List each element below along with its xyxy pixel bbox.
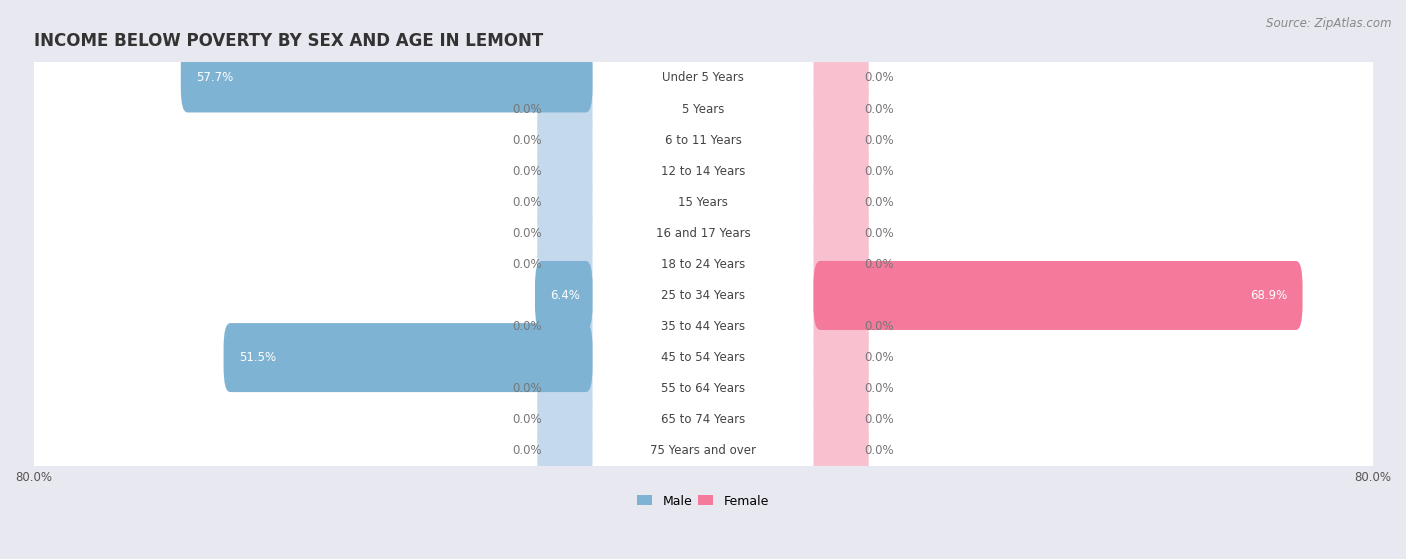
Text: Source: ZipAtlas.com: Source: ZipAtlas.com (1267, 17, 1392, 30)
Text: 0.0%: 0.0% (865, 165, 894, 178)
FancyBboxPatch shape (814, 323, 869, 392)
FancyBboxPatch shape (537, 137, 592, 206)
Text: 0.0%: 0.0% (865, 258, 894, 271)
Text: 0.0%: 0.0% (865, 227, 894, 240)
FancyBboxPatch shape (537, 74, 592, 144)
Text: 0.0%: 0.0% (512, 320, 541, 333)
FancyBboxPatch shape (814, 261, 869, 330)
Text: 16 and 17 Years: 16 and 17 Years (655, 227, 751, 240)
FancyBboxPatch shape (537, 44, 592, 112)
FancyBboxPatch shape (537, 385, 592, 454)
FancyBboxPatch shape (31, 118, 1375, 163)
FancyBboxPatch shape (537, 354, 592, 423)
Text: 6 to 11 Years: 6 to 11 Years (665, 134, 741, 146)
Text: 55 to 64 Years: 55 to 64 Years (661, 382, 745, 395)
Text: 0.0%: 0.0% (865, 320, 894, 333)
FancyBboxPatch shape (814, 230, 869, 299)
Text: 0.0%: 0.0% (865, 382, 894, 395)
FancyBboxPatch shape (31, 428, 1375, 473)
FancyBboxPatch shape (537, 323, 592, 392)
FancyBboxPatch shape (31, 273, 1375, 318)
Text: 25 to 34 Years: 25 to 34 Years (661, 289, 745, 302)
FancyBboxPatch shape (537, 292, 592, 361)
Text: 5 Years: 5 Years (682, 102, 724, 116)
FancyBboxPatch shape (31, 304, 1375, 349)
FancyBboxPatch shape (31, 366, 1375, 411)
FancyBboxPatch shape (181, 44, 592, 112)
FancyBboxPatch shape (534, 261, 592, 330)
Text: 51.5%: 51.5% (239, 351, 276, 364)
FancyBboxPatch shape (31, 149, 1375, 193)
Text: 35 to 44 Years: 35 to 44 Years (661, 320, 745, 333)
Text: 0.0%: 0.0% (865, 351, 894, 364)
Text: Under 5 Years: Under 5 Years (662, 72, 744, 84)
FancyBboxPatch shape (537, 106, 592, 174)
FancyBboxPatch shape (814, 261, 1302, 330)
FancyBboxPatch shape (224, 323, 592, 392)
Text: 0.0%: 0.0% (865, 72, 894, 84)
Text: 65 to 74 Years: 65 to 74 Years (661, 413, 745, 427)
FancyBboxPatch shape (814, 137, 869, 206)
FancyBboxPatch shape (537, 261, 592, 330)
Text: 0.0%: 0.0% (512, 165, 541, 178)
FancyBboxPatch shape (814, 199, 869, 268)
Text: 0.0%: 0.0% (512, 444, 541, 457)
Text: 15 Years: 15 Years (678, 196, 728, 209)
FancyBboxPatch shape (31, 397, 1375, 442)
Text: 0.0%: 0.0% (512, 134, 541, 146)
Text: 75 Years and over: 75 Years and over (650, 444, 756, 457)
Text: 0.0%: 0.0% (865, 413, 894, 427)
FancyBboxPatch shape (31, 335, 1375, 380)
Text: 0.0%: 0.0% (865, 102, 894, 116)
Text: 0.0%: 0.0% (512, 102, 541, 116)
Text: 18 to 24 Years: 18 to 24 Years (661, 258, 745, 271)
FancyBboxPatch shape (31, 87, 1375, 131)
FancyBboxPatch shape (537, 416, 592, 485)
FancyBboxPatch shape (814, 354, 869, 423)
FancyBboxPatch shape (814, 74, 869, 144)
Text: 0.0%: 0.0% (512, 227, 541, 240)
Text: 0.0%: 0.0% (865, 196, 894, 209)
Text: 57.7%: 57.7% (195, 72, 233, 84)
Text: 0.0%: 0.0% (512, 413, 541, 427)
Text: 0.0%: 0.0% (865, 444, 894, 457)
Text: 68.9%: 68.9% (1250, 289, 1288, 302)
Text: INCOME BELOW POVERTY BY SEX AND AGE IN LEMONT: INCOME BELOW POVERTY BY SEX AND AGE IN L… (34, 32, 543, 50)
FancyBboxPatch shape (537, 168, 592, 237)
Text: 0.0%: 0.0% (512, 382, 541, 395)
FancyBboxPatch shape (814, 385, 869, 454)
FancyBboxPatch shape (31, 180, 1375, 225)
Text: 45 to 54 Years: 45 to 54 Years (661, 351, 745, 364)
Text: 0.0%: 0.0% (512, 258, 541, 271)
Text: 0.0%: 0.0% (512, 196, 541, 209)
FancyBboxPatch shape (814, 292, 869, 361)
FancyBboxPatch shape (537, 230, 592, 299)
Text: 0.0%: 0.0% (865, 134, 894, 146)
FancyBboxPatch shape (814, 416, 869, 485)
Legend: Male, Female: Male, Female (633, 490, 773, 513)
FancyBboxPatch shape (31, 211, 1375, 255)
FancyBboxPatch shape (814, 106, 869, 174)
Text: 12 to 14 Years: 12 to 14 Years (661, 165, 745, 178)
FancyBboxPatch shape (31, 55, 1375, 101)
Text: 6.4%: 6.4% (550, 289, 579, 302)
FancyBboxPatch shape (814, 168, 869, 237)
FancyBboxPatch shape (814, 44, 869, 112)
FancyBboxPatch shape (31, 242, 1375, 287)
FancyBboxPatch shape (537, 199, 592, 268)
